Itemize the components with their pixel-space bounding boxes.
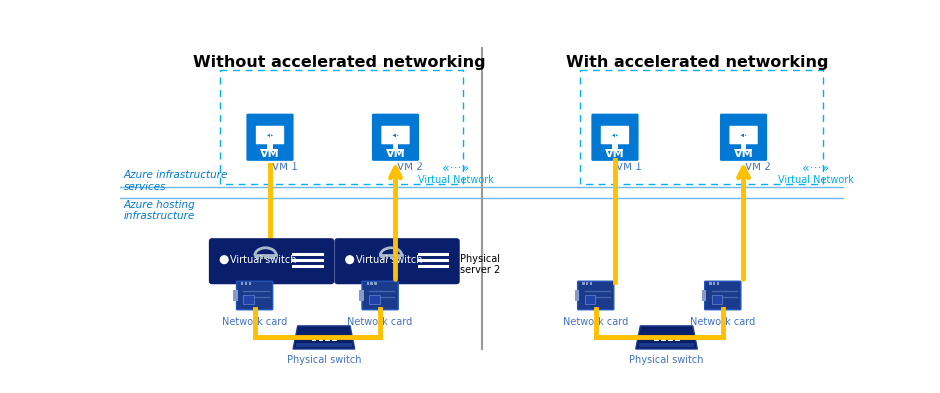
Bar (606, 149, 623, 151)
Text: Without accelerated networking: Without accelerated networking (193, 55, 486, 70)
Bar (233, 290, 238, 301)
Bar (319, 337, 323, 341)
Text: VM: VM (385, 149, 405, 159)
Text: Azure infrastructure
services: Azure infrastructure services (124, 170, 228, 192)
Polygon shape (612, 133, 619, 137)
Bar (612, 143, 618, 150)
FancyBboxPatch shape (601, 126, 629, 144)
Bar (374, 282, 377, 285)
FancyBboxPatch shape (719, 113, 768, 162)
Bar (639, 343, 695, 347)
Text: Network card: Network card (690, 317, 756, 327)
Bar (717, 282, 719, 285)
Polygon shape (740, 133, 747, 137)
Bar (712, 296, 722, 303)
FancyBboxPatch shape (705, 281, 741, 310)
Bar (245, 282, 247, 285)
Bar (675, 337, 680, 341)
Polygon shape (635, 326, 697, 349)
Text: Virtual switch: Virtual switch (356, 255, 422, 264)
Bar (333, 337, 337, 341)
Circle shape (220, 256, 228, 264)
Text: Network card: Network card (222, 317, 288, 327)
FancyBboxPatch shape (371, 113, 420, 162)
Bar (387, 149, 404, 151)
Bar (654, 337, 659, 341)
Text: Physical
server 1: Physical server 1 (335, 253, 375, 275)
FancyBboxPatch shape (382, 126, 410, 144)
Bar (370, 282, 373, 285)
Text: VM 1: VM 1 (272, 162, 297, 172)
Text: VM 2: VM 2 (745, 162, 771, 172)
Text: With accelerated networking: With accelerated networking (566, 55, 828, 70)
Bar (367, 282, 368, 285)
Bar (713, 282, 715, 285)
FancyBboxPatch shape (210, 239, 334, 284)
FancyBboxPatch shape (256, 126, 284, 144)
FancyBboxPatch shape (362, 281, 399, 310)
Bar (242, 282, 243, 285)
Text: Virtual switch: Virtual switch (230, 255, 297, 264)
Text: «···»: «···» (442, 162, 469, 175)
Polygon shape (392, 133, 399, 137)
Bar (393, 143, 399, 150)
FancyBboxPatch shape (237, 281, 273, 310)
Bar (268, 256, 271, 259)
Text: Physical
server 2: Physical server 2 (461, 253, 500, 275)
Bar (382, 256, 384, 259)
Text: Virtual Network: Virtual Network (778, 174, 854, 185)
Bar (311, 337, 316, 341)
Text: VM: VM (260, 149, 280, 159)
Bar (389, 256, 392, 259)
Bar (590, 282, 592, 285)
Bar (359, 290, 364, 301)
Bar (710, 282, 712, 285)
FancyBboxPatch shape (729, 126, 758, 144)
Bar (668, 337, 673, 341)
FancyBboxPatch shape (335, 239, 459, 284)
Bar (398, 256, 400, 259)
Bar (261, 149, 278, 151)
Bar (585, 296, 595, 303)
Polygon shape (293, 326, 354, 349)
Bar (325, 337, 330, 341)
Bar (264, 256, 267, 259)
Circle shape (346, 256, 353, 264)
Bar (582, 282, 585, 285)
Text: Azure hosting
infrastructure: Azure hosting infrastructure (124, 200, 196, 221)
Bar (574, 290, 579, 301)
Bar (385, 256, 388, 259)
Polygon shape (267, 133, 274, 137)
Text: VM: VM (734, 149, 753, 159)
Bar (394, 256, 396, 259)
Text: Virtual Network: Virtual Network (417, 174, 494, 185)
Text: Physical switch: Physical switch (629, 355, 704, 365)
Text: VM: VM (605, 149, 625, 159)
Bar (735, 149, 752, 151)
Bar (661, 337, 666, 341)
Bar (257, 256, 259, 259)
Bar (586, 282, 588, 285)
Bar (368, 296, 380, 303)
Bar (741, 143, 746, 150)
Text: Physical switch: Physical switch (287, 355, 361, 365)
Bar (260, 256, 263, 259)
Text: Network card: Network card (348, 317, 413, 327)
Text: Network card: Network card (563, 317, 628, 327)
Bar (296, 343, 352, 347)
Text: VM 2: VM 2 (397, 162, 423, 172)
Bar (272, 256, 274, 259)
Bar (701, 290, 706, 301)
FancyBboxPatch shape (245, 113, 294, 162)
Text: VM 1: VM 1 (617, 162, 642, 172)
FancyBboxPatch shape (590, 113, 639, 162)
FancyBboxPatch shape (577, 281, 614, 310)
Bar (267, 143, 273, 150)
Bar (249, 282, 251, 285)
Text: «···»: «···» (803, 162, 830, 175)
Bar (243, 296, 254, 303)
